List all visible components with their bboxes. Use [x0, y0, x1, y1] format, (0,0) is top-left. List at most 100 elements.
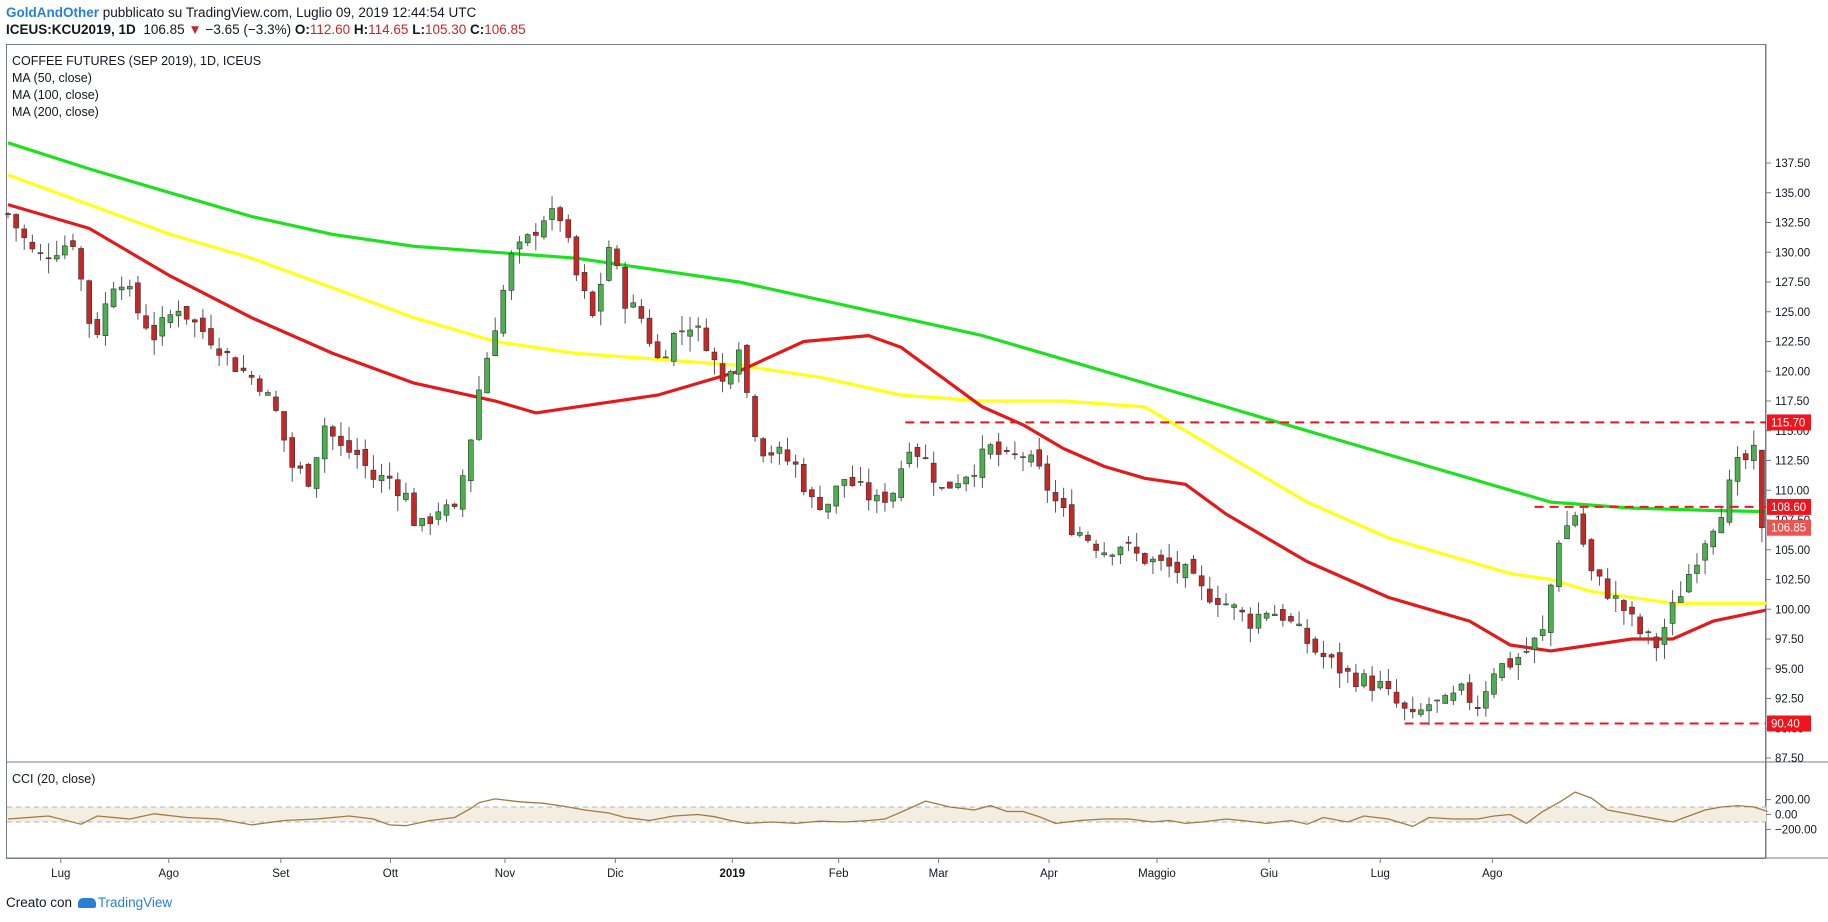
candle-body — [768, 452, 775, 456]
candle-body — [1150, 558, 1156, 563]
candle-body — [938, 487, 945, 489]
candle-body — [565, 219, 572, 238]
candle-body — [1271, 613, 1278, 616]
candle-body — [857, 481, 864, 483]
candle-body — [1085, 534, 1091, 541]
price-tick-label: 100.00 — [1775, 604, 1810, 616]
candle-body — [1572, 515, 1578, 526]
level-price-label: 108.60 — [1771, 502, 1806, 514]
publish-line: GoldAndOther pubblicato su TradingView.c… — [6, 4, 526, 21]
candle-body — [1548, 584, 1554, 633]
candle-body — [1734, 457, 1741, 482]
candle-body — [1442, 695, 1449, 704]
time-tick-label: Set — [272, 868, 290, 880]
candle-body — [53, 255, 60, 260]
candle-body — [695, 325, 702, 328]
candle-body — [662, 356, 669, 359]
time-tick-label: Lug — [51, 868, 70, 880]
candle-body — [1385, 681, 1392, 690]
candle-body — [297, 465, 304, 469]
legend-ma200[interactable]: MA (200, close) — [12, 105, 99, 119]
candle-body — [232, 357, 239, 372]
legend-ma100[interactable]: MA (100, close) — [12, 88, 99, 102]
price-tick-label: 92.50 — [1775, 694, 1804, 706]
legend-ma50[interactable]: MA (50, close) — [12, 71, 92, 85]
close-value: 106.85 — [484, 22, 526, 37]
price-tick-label: 135.00 — [1775, 188, 1810, 200]
high-value: 114.65 — [368, 22, 409, 37]
candle-body — [776, 446, 783, 454]
chart-header: GoldAndOther pubblicato su TradingView.c… — [6, 4, 526, 38]
candle-body — [597, 284, 604, 312]
candle-body — [1117, 546, 1124, 556]
candle-body — [760, 438, 766, 457]
candle-body — [1751, 444, 1757, 461]
candle-body — [671, 332, 677, 362]
candle-body — [930, 462, 937, 483]
candle-body — [370, 469, 377, 480]
open-value: 112.60 — [309, 22, 351, 37]
candle-body — [784, 449, 791, 462]
candle-body — [1377, 681, 1384, 689]
cci-tick-label: 200.00 — [1775, 795, 1810, 807]
candle-body — [1182, 564, 1189, 579]
candle-body — [5, 213, 11, 216]
candle-body — [281, 411, 287, 441]
candle-body — [752, 396, 758, 438]
candle-body — [1263, 612, 1270, 619]
candle-body — [492, 330, 499, 357]
price-tick-label: 127.50 — [1775, 277, 1810, 289]
price-tick-label: 95.00 — [1775, 664, 1804, 676]
candle-body — [508, 253, 515, 291]
candle-body — [21, 228, 28, 239]
candle-body — [13, 214, 19, 229]
candle-body — [1637, 616, 1643, 635]
candle-body — [532, 231, 539, 236]
candle-body — [1621, 600, 1627, 611]
candle-body — [1158, 554, 1164, 561]
candle-body — [427, 516, 434, 524]
candle-body — [800, 463, 807, 493]
candle-body — [1556, 542, 1562, 587]
candle-body — [1174, 561, 1181, 573]
candle-body — [102, 303, 109, 336]
time-tick-label: Nov — [495, 868, 516, 880]
candle-body — [589, 291, 596, 316]
time-tick-label: Feb — [829, 868, 849, 880]
level-price-tag — [1767, 414, 1811, 431]
candle-body — [70, 240, 76, 247]
candle-body — [1702, 543, 1708, 561]
price-tick-label: 120.00 — [1775, 366, 1810, 378]
candle-body — [898, 468, 905, 498]
ma100-line — [7, 173, 1766, 605]
candle-body — [1629, 606, 1635, 615]
candle-body — [1604, 578, 1611, 599]
candle-body — [1068, 504, 1075, 535]
symbol-label: ICEUS:KCU2019, 1D — [6, 22, 136, 37]
candle-body — [94, 319, 101, 335]
candle-body — [1564, 525, 1570, 540]
candle-body — [1531, 637, 1538, 650]
ma50-line — [7, 203, 1766, 653]
candle-body — [1759, 449, 1765, 529]
candle-body — [1353, 672, 1359, 688]
change-arrow-icon: ▼ — [188, 22, 202, 37]
candle-body — [378, 475, 385, 481]
candle-body — [516, 241, 523, 250]
candle-body — [874, 494, 880, 502]
time-tick-label: Giu — [1260, 868, 1278, 880]
candle-body — [906, 451, 913, 464]
candle-body — [451, 503, 458, 507]
cci-legend[interactable]: CCI (20, close) — [12, 772, 95, 786]
candle-body — [1142, 553, 1148, 564]
candle-body — [963, 476, 969, 485]
candle-body — [711, 351, 718, 361]
time-tick-label: Ago — [159, 868, 179, 880]
tradingview-link[interactable]: TradingView — [97, 895, 173, 910]
author-link[interactable]: GoldAndOther — [6, 5, 99, 20]
candle-body — [1003, 449, 1010, 452]
candle-body — [1718, 517, 1725, 534]
ohlc-line: ICEUS:KCU2019, 1D 106.85 ▼ −3.65 (−3.3%)… — [6, 21, 526, 38]
candle-body — [1060, 498, 1067, 508]
